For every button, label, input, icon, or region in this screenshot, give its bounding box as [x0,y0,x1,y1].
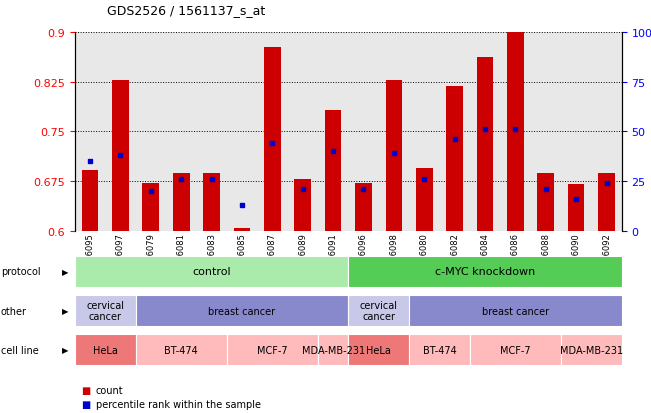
Text: ■: ■ [81,385,90,395]
Text: breast cancer: breast cancer [208,306,275,316]
Bar [325,111,341,231]
Text: BT-474: BT-474 [422,345,456,355]
Bar [416,169,432,231]
Bar [507,33,523,231]
Bar [82,171,98,231]
Bar [264,47,281,231]
Bar [234,228,250,231]
Text: percentile rank within the sample: percentile rank within the sample [96,399,260,409]
Text: other: other [1,306,27,316]
Bar [477,58,493,231]
Text: HeLa: HeLa [367,345,391,355]
Text: breast cancer: breast cancer [482,306,549,316]
Bar [385,81,402,231]
Bar [537,173,554,231]
Text: MDA-MB-231: MDA-MB-231 [560,345,623,355]
Bar [203,173,220,231]
Text: count: count [96,385,123,395]
Text: ▶: ▶ [62,267,68,276]
Text: cervical
cancer: cervical cancer [86,300,124,322]
Bar [355,184,372,231]
Text: MCF-7: MCF-7 [500,345,531,355]
Text: control: control [192,266,231,277]
Text: BT-474: BT-474 [164,345,198,355]
Text: cell line: cell line [1,345,38,355]
Bar [143,184,159,231]
Bar [446,87,463,231]
Bar [598,173,615,231]
Text: MCF-7: MCF-7 [257,345,288,355]
Text: c-MYC knockdown: c-MYC knockdown [435,266,535,277]
Bar [568,185,585,231]
Text: MDA-MB-231: MDA-MB-231 [301,345,365,355]
Text: ■: ■ [81,399,90,409]
Bar [294,180,311,231]
Text: GDS2526 / 1561137_s_at: GDS2526 / 1561137_s_at [107,4,266,17]
Text: cervical
cancer: cervical cancer [359,300,398,322]
Text: HeLa: HeLa [93,345,118,355]
Bar [112,81,129,231]
Text: ▶: ▶ [62,306,68,315]
Bar [173,173,189,231]
Text: protocol: protocol [1,266,40,277]
Text: ▶: ▶ [62,346,68,354]
